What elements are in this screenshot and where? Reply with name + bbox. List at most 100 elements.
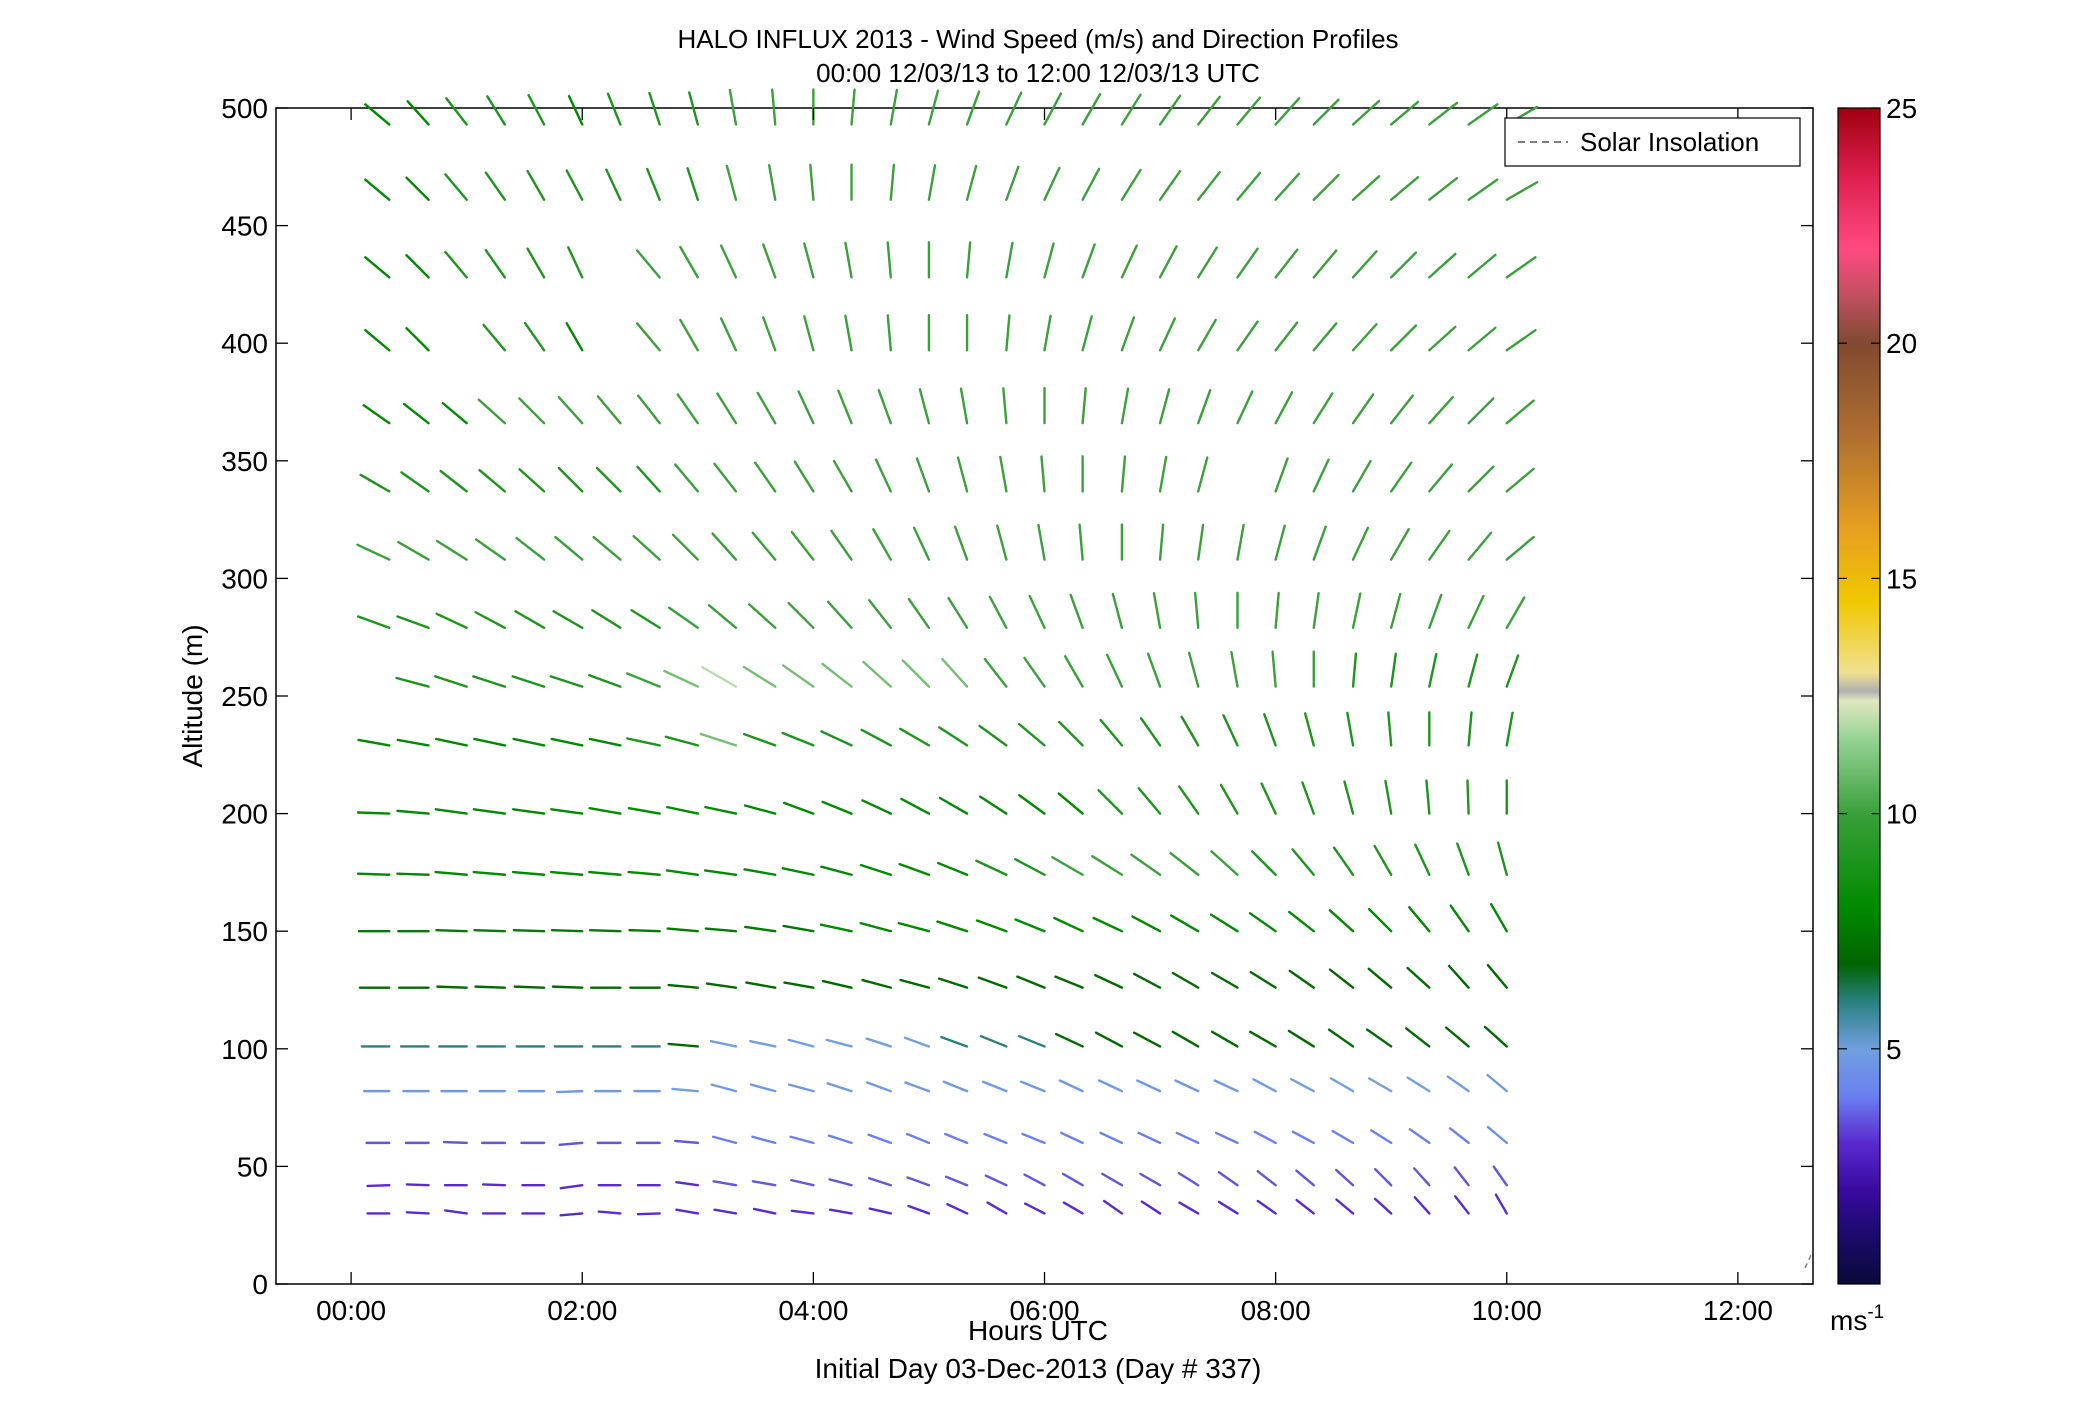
wind-vector bbox=[1295, 1198, 1315, 1215]
wind-vector bbox=[861, 978, 892, 989]
wind-vector bbox=[1483, 1025, 1508, 1048]
wind-vector bbox=[481, 1183, 507, 1187]
wind-vector bbox=[719, 244, 738, 279]
wind-vector bbox=[1236, 320, 1259, 352]
wind-vector bbox=[443, 1209, 468, 1215]
wind-vector bbox=[781, 731, 815, 747]
wind-vector bbox=[473, 928, 507, 933]
wind-vector bbox=[1051, 856, 1084, 876]
wind-vector bbox=[356, 811, 391, 815]
wind-vector bbox=[486, 95, 507, 126]
wind-vector bbox=[511, 675, 546, 688]
wind-vector bbox=[965, 241, 972, 279]
wind-vector bbox=[981, 1080, 1008, 1093]
wind-vector bbox=[1274, 457, 1289, 493]
wind-vector bbox=[675, 1208, 700, 1215]
wind-vector bbox=[1043, 242, 1055, 279]
wind-vector bbox=[1408, 906, 1431, 933]
colorbar-tick-label: 25 bbox=[1886, 93, 1917, 124]
wind-vector bbox=[405, 254, 430, 279]
wind-vector bbox=[1097, 788, 1124, 815]
wind-vector bbox=[1263, 713, 1277, 747]
wind-vector bbox=[837, 389, 853, 425]
wind-vector bbox=[803, 315, 815, 352]
wind-vector bbox=[1054, 1032, 1084, 1048]
wind-vector bbox=[712, 1180, 738, 1187]
wind-vector bbox=[983, 657, 1008, 688]
wind-vector bbox=[787, 601, 815, 629]
wind-vector bbox=[1236, 171, 1262, 201]
wind-vector bbox=[1023, 1173, 1046, 1187]
wind-vector bbox=[713, 462, 738, 493]
wind-vector bbox=[889, 88, 899, 126]
wind-vector bbox=[550, 928, 584, 933]
wind-vector bbox=[567, 246, 584, 279]
colorbar-tick-label: 5 bbox=[1886, 1034, 1902, 1065]
wind-vector bbox=[686, 167, 700, 201]
wind-vector bbox=[1312, 591, 1320, 629]
wind-vector bbox=[1288, 969, 1315, 989]
wind-vector bbox=[1389, 652, 1397, 688]
wind-vector bbox=[1467, 465, 1495, 493]
wind-vector bbox=[1158, 317, 1177, 352]
colorbar-gradient bbox=[1837, 107, 1881, 1285]
wind-vector bbox=[728, 88, 738, 126]
wind-vector bbox=[1467, 653, 1479, 688]
wind-vector bbox=[555, 1089, 584, 1094]
wind-vector bbox=[977, 976, 1008, 989]
wind-vector bbox=[1043, 314, 1052, 352]
wind-vector bbox=[1023, 1202, 1046, 1215]
wind-vector bbox=[666, 927, 700, 933]
wind-vector bbox=[1467, 397, 1495, 425]
wind-vector bbox=[1043, 92, 1063, 126]
wind-vector bbox=[396, 615, 430, 629]
wind-vector bbox=[762, 243, 777, 279]
wind-vector bbox=[1505, 711, 1514, 747]
wind-vector bbox=[1389, 324, 1418, 352]
wind-vector bbox=[1406, 966, 1431, 989]
wind-vector bbox=[906, 1176, 931, 1187]
wind-vector bbox=[865, 1081, 892, 1093]
wind-vector bbox=[1389, 461, 1413, 493]
wind-vector bbox=[1312, 458, 1330, 493]
wind-vector bbox=[1256, 1170, 1277, 1187]
wind-vector bbox=[1099, 718, 1124, 747]
wind-vector bbox=[1287, 910, 1315, 933]
wind-vector bbox=[405, 326, 430, 352]
wind-vector bbox=[826, 1082, 853, 1093]
wind-vector bbox=[1351, 175, 1381, 201]
wind-vector bbox=[868, 1177, 892, 1187]
wind-vector bbox=[1040, 455, 1046, 493]
wind-vector bbox=[588, 674, 622, 688]
wind-vector bbox=[1274, 524, 1286, 561]
wind-vector bbox=[636, 394, 661, 425]
wind-vector bbox=[626, 672, 661, 688]
wind-vector bbox=[1248, 912, 1277, 933]
wind-vector bbox=[1111, 592, 1124, 629]
wind-vector bbox=[1137, 787, 1162, 815]
wind-vector bbox=[820, 865, 853, 876]
wind-vector bbox=[1214, 1131, 1239, 1145]
wind-vector bbox=[1328, 968, 1355, 989]
wind-vector bbox=[1369, 1129, 1393, 1145]
wind-vector bbox=[1367, 967, 1393, 989]
wind-vector bbox=[1101, 1172, 1124, 1187]
wind-vector bbox=[1016, 975, 1046, 989]
wind-vector bbox=[900, 797, 931, 815]
wind-vector bbox=[1505, 399, 1535, 425]
wind-vector bbox=[396, 738, 430, 747]
wind-vector bbox=[1169, 914, 1200, 933]
wind-vector bbox=[526, 169, 546, 201]
wind-vector bbox=[478, 468, 507, 493]
wind-vector bbox=[819, 923, 853, 933]
wind-vector bbox=[1017, 1034, 1046, 1048]
wind-vector bbox=[444, 173, 468, 201]
wind-vector bbox=[359, 473, 391, 493]
wind-vector bbox=[790, 1178, 815, 1187]
wind-vector bbox=[1178, 785, 1200, 815]
wind-vector bbox=[783, 981, 815, 989]
wind-vector bbox=[1169, 852, 1200, 876]
wind-vector bbox=[1274, 97, 1301, 126]
wind-vector bbox=[1217, 1171, 1239, 1187]
wind-vector bbox=[803, 242, 815, 279]
